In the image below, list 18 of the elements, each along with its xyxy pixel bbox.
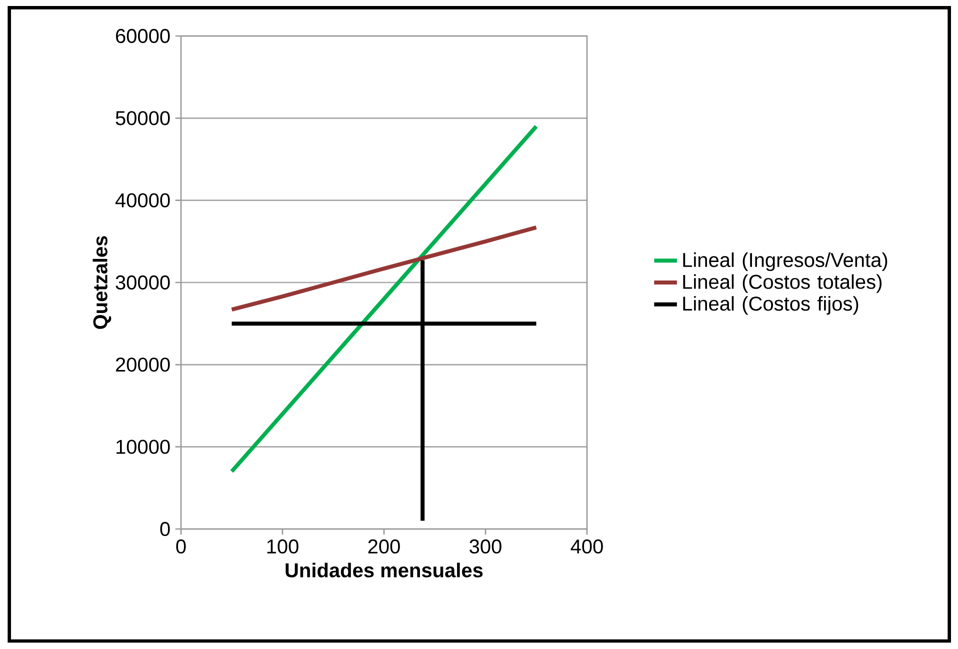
y-tick-label: 60000 xyxy=(116,28,170,44)
x-tick-label: 400 xyxy=(570,539,603,554)
x-tick-label: 200 xyxy=(368,539,400,554)
x-tick-label: 100 xyxy=(267,539,298,554)
y-tick-label: 0 xyxy=(160,522,170,536)
y-tick-label: 50000 xyxy=(116,111,170,126)
legend-label: Lineal (Costos totales) xyxy=(683,274,882,293)
x-tick-label: 0 xyxy=(176,539,186,554)
y-tick-label: 30000 xyxy=(116,275,170,290)
line-series xyxy=(230,225,538,312)
y-tick-label: 40000 xyxy=(115,193,170,208)
y-tick-label: 10000 xyxy=(116,440,170,454)
x-tick-label: 300 xyxy=(470,539,502,554)
legend-label: Lineal (Ingresos/Venta) xyxy=(683,252,888,272)
y-tick-label: 20000 xyxy=(116,358,170,372)
y-axis-title: Quetzales xyxy=(92,236,112,329)
legend-label: Lineal (Costos fijos) xyxy=(683,296,858,315)
x-axis-title: Unidades mensuales xyxy=(286,562,483,578)
